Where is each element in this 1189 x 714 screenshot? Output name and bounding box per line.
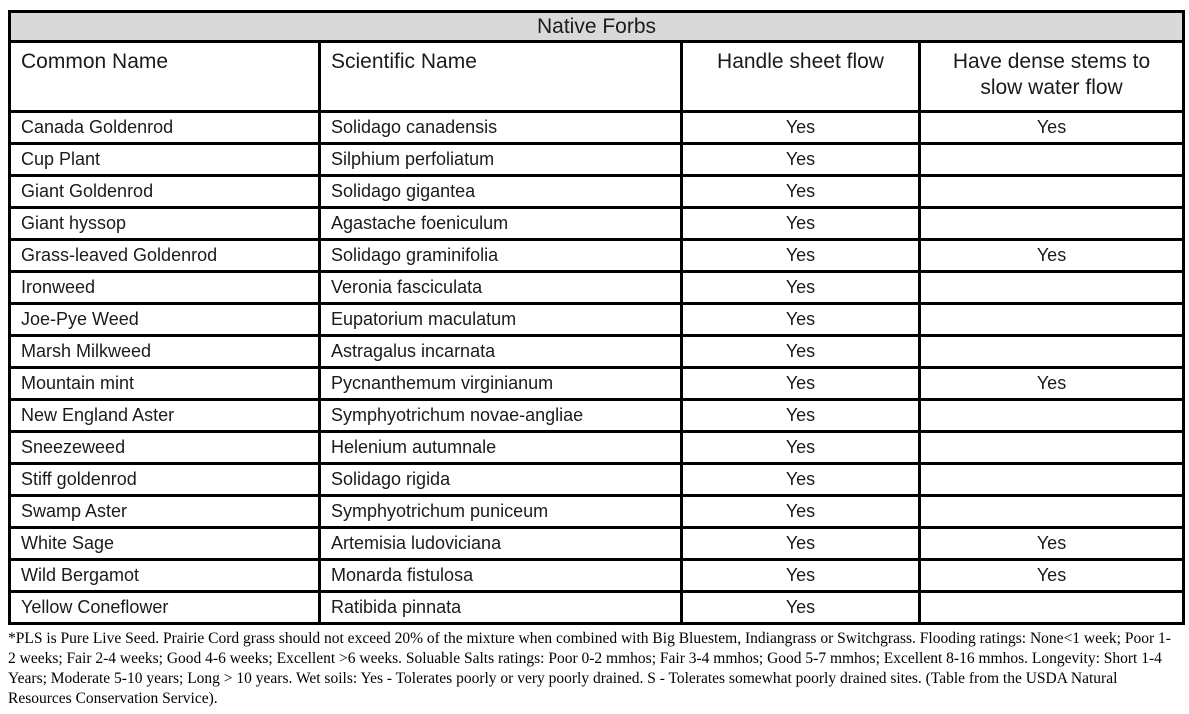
dense-stems-cell — [917, 302, 1186, 337]
common-name-cell: Stiff goldenrod — [8, 462, 321, 497]
common-name-cell: Mountain mint — [8, 366, 321, 401]
table-row: Joe-Pye Weed Eupatorium maculatum Yes — [8, 302, 1186, 337]
sheet-flow-cell: Yes — [680, 398, 921, 433]
table-row: Swamp Aster Symphyotrichum puniceum Yes — [8, 494, 1186, 529]
sheet-flow-cell: Yes — [680, 526, 921, 561]
dense-stems-cell — [917, 590, 1186, 625]
sheet-flow-cell: Yes — [680, 334, 921, 369]
scientific-name-cell: Astragalus incarnata — [318, 334, 683, 369]
scientific-name-cell: Symphyotrichum puniceum — [318, 494, 683, 529]
table-row: White Sage Artemisia ludoviciana Yes Yes — [8, 526, 1186, 561]
scientific-name-cell: Artemisia ludoviciana — [318, 526, 683, 561]
common-name-cell: White Sage — [8, 526, 321, 561]
common-name-cell: Giant hyssop — [8, 206, 321, 241]
sheet-flow-cell: Yes — [680, 206, 921, 241]
column-header: Scientific Name — [318, 40, 683, 113]
dense-stems-cell — [917, 334, 1186, 369]
common-name-cell: Sneezeweed — [8, 430, 321, 465]
sheet-flow-cell: Yes — [680, 558, 921, 593]
column-header: Have dense stems to slow water flow — [917, 40, 1186, 113]
dense-stems-cell: Yes — [917, 366, 1186, 401]
dense-stems-cell — [917, 206, 1186, 241]
scientific-name-cell: Veronia fasciculata — [318, 270, 683, 305]
sheet-flow-cell: Yes — [680, 174, 921, 209]
dense-stems-cell: Yes — [917, 110, 1186, 145]
header-row: Common Name Scientific Name Handle sheet f… — [8, 40, 1186, 113]
table-row: Marsh Milkweed Astragalus incarnata Yes — [8, 334, 1186, 369]
dense-stems-cell — [917, 174, 1186, 209]
scientific-name-cell: Pycnanthemum virginianum — [318, 366, 683, 401]
common-name-cell: Canada Goldenrod — [8, 110, 321, 145]
sheet-flow-cell: Yes — [680, 494, 921, 529]
table-row: Stiff goldenrod Solidago rigida Yes — [8, 462, 1186, 497]
table-row: New England Aster Symphyotrichum novae-an… — [8, 398, 1186, 433]
scientific-name-cell: Solidago rigida — [318, 462, 683, 497]
common-name-cell: Giant Goldenrod — [8, 174, 321, 209]
sheet-flow-cell: Yes — [680, 462, 921, 497]
sheet-flow-cell: Yes — [680, 270, 921, 305]
common-name-cell: Ironweed — [8, 270, 321, 305]
sheet-flow-cell: Yes — [680, 238, 921, 273]
common-name-cell: Cup Plant — [8, 142, 321, 177]
table-row: Mountain mint Pycnanthemum virginianum Yes… — [8, 366, 1186, 401]
table-row: Canada Goldenrod Solidago canadensis Yes Ye… — [8, 110, 1186, 145]
scientific-name-cell: Ratibida pinnata — [318, 590, 683, 625]
title-row: Native Forbs — [7, 10, 1186, 43]
table-row: Wild Bergamot Monarda fistulosa Yes Yes — [8, 558, 1186, 593]
scientific-name-cell: Monarda fistulosa — [318, 558, 683, 593]
native-forbs-table: Native Forbs Common Name Scientific Name H… — [7, 10, 1186, 625]
scientific-name-cell: Symphyotrichum novae-angliae — [318, 398, 683, 433]
scientific-name-cell: Solidago gigantea — [318, 174, 683, 209]
common-name-cell: Marsh Milkweed — [8, 334, 321, 369]
common-name-cell: Grass-leaved Goldenrod — [8, 238, 321, 273]
sheet-flow-cell: Yes — [680, 302, 921, 337]
table-footnote: *PLS is Pure Live Seed. Prairie Cord gra… — [8, 630, 1171, 707]
table-row: Yellow Coneflower Ratibida pinnata Yes — [8, 590, 1186, 625]
scientific-name-cell: Helenium autumnale — [318, 430, 683, 465]
dense-stems-cell: Yes — [917, 526, 1186, 561]
common-name-cell: Yellow Coneflower — [8, 590, 321, 625]
scientific-name-cell: Solidago graminifolia — [318, 238, 683, 273]
sheet-flow-cell: Yes — [680, 430, 921, 465]
common-name-cell: Swamp Aster — [8, 494, 321, 529]
dense-stems-cell — [917, 398, 1186, 433]
common-name-cell: Joe-Pye Weed — [8, 302, 321, 337]
table-title: Native Forbs — [7, 10, 1186, 43]
scientific-name-cell: Solidago canadensis — [318, 110, 683, 145]
sheet-flow-cell: Yes — [680, 366, 921, 401]
sheet-flow-cell: Yes — [680, 110, 921, 145]
dense-stems-cell — [917, 462, 1186, 497]
dense-stems-cell — [917, 142, 1186, 177]
scientific-name-cell: Agastache foeniculum — [318, 206, 683, 241]
sheet-flow-cell: Yes — [680, 590, 921, 625]
column-header: Handle sheet flow — [680, 40, 921, 113]
dense-stems-cell — [917, 494, 1186, 529]
sheet-flow-cell: Yes — [680, 142, 921, 177]
common-name-cell: Wild Bergamot — [8, 558, 321, 593]
common-name-cell: New England Aster — [8, 398, 321, 433]
table-row: Cup Plant Silphium perfoliatum Yes — [8, 142, 1186, 177]
table-row: Sneezeweed Helenium autumnale Yes — [8, 430, 1186, 465]
dense-stems-cell — [917, 430, 1186, 465]
scientific-name-cell: Eupatorium maculatum — [318, 302, 683, 337]
scientific-name-cell: Silphium perfoliatum — [318, 142, 683, 177]
table-row: Grass-leaved Goldenrod Solidago graminifo… — [8, 238, 1186, 273]
dense-stems-cell: Yes — [917, 558, 1186, 593]
column-header: Common Name — [8, 40, 321, 113]
table-row: Giant Goldenrod Solidago gigantea Yes — [8, 174, 1186, 209]
table-content: Native Forbs Common Name Scientific Name H… — [7, 10, 1186, 625]
table-row: Ironweed Veronia fasciculata Yes — [8, 270, 1186, 305]
table-row: Giant hyssop Agastache foeniculum Yes — [8, 206, 1186, 241]
dense-stems-cell — [917, 270, 1186, 305]
dense-stems-cell: Yes — [917, 238, 1186, 273]
